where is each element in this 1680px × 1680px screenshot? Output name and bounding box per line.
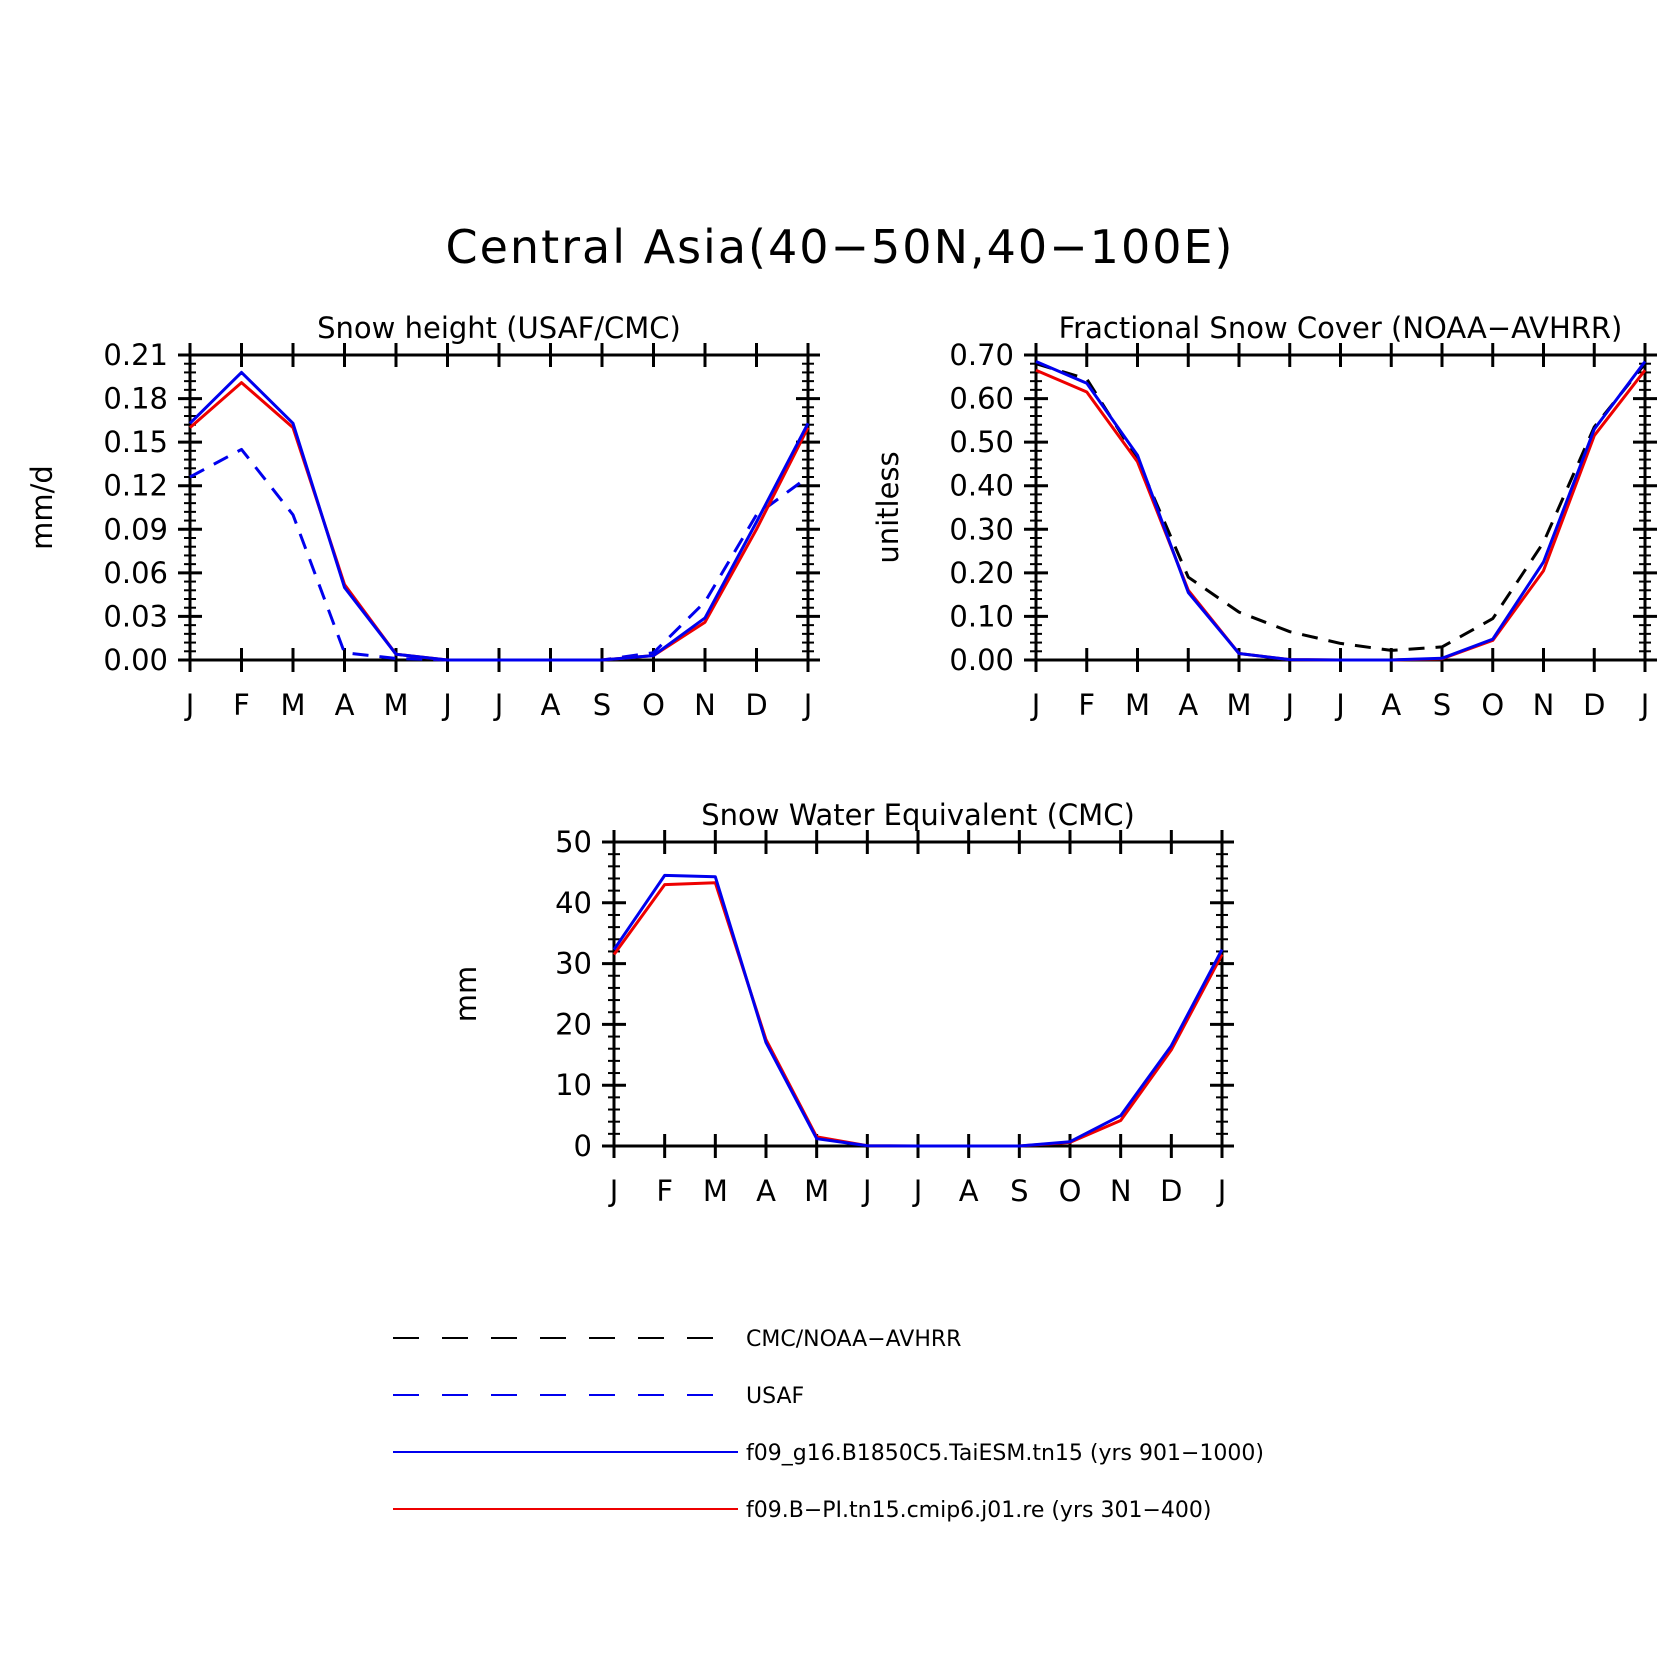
series-line-model-ee0000 — [189, 381, 810, 662]
y-axis-label: mm/d — [25, 465, 59, 550]
y-tick-label: 20 — [555, 1007, 592, 1041]
y-tick-label: 0.06 — [103, 556, 168, 590]
x-tick-label: F — [1078, 688, 1095, 722]
x-tick-label: M — [1125, 688, 1150, 722]
legend-label: f09.B−PI.tn15.cmip6.j01.re (yrs 301−400) — [746, 1498, 1211, 1523]
x-tick-label: J — [1283, 688, 1294, 722]
x-tick-label: M — [1226, 688, 1251, 722]
x-tick-label: A — [756, 1174, 776, 1208]
y-tick-label: 0.30 — [949, 512, 1014, 546]
x-tick-label: J — [1216, 1174, 1227, 1208]
plot-frame — [1034, 353, 1647, 662]
figure-title: Central Asia(40−50N,40−100E) — [445, 220, 1235, 274]
x-tick-label: A — [541, 688, 561, 722]
series-line-model-0000ee — [188, 370, 810, 662]
legend-label: CMC/NOAA−AVHRR — [746, 1327, 961, 1352]
legend: CMC/NOAA−AVHRR USAF f09_g16.B1850C5.TaiESM… — [393, 1327, 1264, 1523]
x-tick-label: F — [233, 688, 250, 722]
x-tick-label: N — [1533, 688, 1555, 722]
y-tick-label: 0.00 — [949, 643, 1014, 677]
x-tick-label: S — [1433, 688, 1451, 722]
x-tick-label: J — [1030, 688, 1041, 722]
y-tick-label: 40 — [555, 886, 592, 920]
panel-title: Snow Water Equivalent (CMC) — [701, 798, 1135, 832]
y-tick-label: 0.70 — [949, 338, 1014, 372]
x-tick-label: J — [861, 1174, 872, 1208]
x-tick-label: A — [1381, 688, 1401, 722]
y-tick-label: 0.40 — [949, 469, 1014, 503]
series-line-model-0000ee — [612, 873, 1224, 1148]
x-tick-label: S — [1010, 1174, 1028, 1208]
panel-title: Fractional Snow Cover (NOAA−AVHRR) — [1059, 311, 1623, 345]
x-tick-label: F — [656, 1174, 673, 1208]
x-tick-label: S — [593, 688, 611, 722]
x-tick-label: O — [642, 688, 665, 722]
x-tick-label: J — [912, 1174, 923, 1208]
y-tick-label: 0.09 — [103, 512, 168, 546]
series-line-model-ee0000 — [1035, 368, 1647, 662]
series-line-obs-0000ee — [189, 447, 809, 662]
legend-label: USAF — [746, 1384, 804, 1409]
y-tick-label: 0.21 — [103, 338, 168, 372]
x-tick-label: D — [1583, 688, 1605, 722]
y-tick-label: 0.15 — [103, 425, 168, 459]
series-line-model-0000ee — [1035, 360, 1647, 662]
y-tick-label: 30 — [555, 947, 592, 981]
y-tick-label: 0.20 — [949, 556, 1014, 590]
panel-title: Snow height (USAF/CMC) — [317, 311, 681, 345]
panel-snow-water-equivalent: Snow Water Equivalent (CMC) mm 0 10 20 30 40 50… — [449, 798, 1234, 1208]
x-tick-label: A — [335, 688, 355, 722]
series-line-obs-000000 — [1035, 362, 1647, 652]
x-tick-label: M — [804, 1174, 829, 1208]
y-tick-label: 0.60 — [949, 382, 1014, 416]
x-tick-label: J — [184, 688, 195, 722]
x-tick-label: M — [383, 688, 408, 722]
y-tick-label: 0.50 — [949, 425, 1014, 459]
x-tick-label: M — [280, 688, 305, 722]
x-tick-label: M — [703, 1174, 728, 1208]
y-axis-label: mm — [449, 966, 483, 1023]
plot-frame — [188, 353, 810, 662]
series-line-model-ee0000 — [612, 881, 1224, 1148]
y-tick-label: 0.12 — [103, 469, 168, 503]
x-tick-label: J — [802, 688, 813, 722]
y-tick-label: 10 — [555, 1068, 592, 1102]
panel-fractional-snow-cover: Fractional Snow Cover (NOAA−AVHRR) unitle… — [871, 311, 1657, 722]
y-tick-label: 0.00 — [103, 643, 168, 677]
x-tick-label: J — [441, 688, 452, 722]
y-tick-label: 0.18 — [103, 382, 168, 416]
y-tick-label: 0.10 — [949, 599, 1014, 633]
x-tick-label: N — [694, 688, 716, 722]
x-tick-label: D — [745, 688, 767, 722]
x-tick-label: N — [1110, 1174, 1132, 1208]
x-tick-label: A — [959, 1174, 979, 1208]
x-tick-label: J — [1334, 688, 1345, 722]
x-tick-label: A — [1178, 688, 1198, 722]
x-tick-label: J — [608, 1174, 619, 1208]
y-tick-label: 0.03 — [103, 599, 168, 633]
x-tick-label: J — [1639, 688, 1650, 722]
x-tick-label: J — [493, 688, 504, 722]
x-tick-label: O — [1481, 688, 1504, 722]
x-tick-label: D — [1160, 1174, 1182, 1208]
y-tick-label: 0 — [574, 1129, 592, 1163]
panel-snow-height: Snow height (USAF/CMC) mm/d 0.00 0.03 0.06 0.… — [25, 311, 820, 722]
x-tick-label: O — [1059, 1174, 1082, 1208]
legend-label: f09_g16.B1850C5.TaiESM.tn15 (yrs 901−100… — [746, 1441, 1264, 1466]
y-tick-label: 50 — [555, 825, 592, 859]
y-axis-label: unitless — [871, 451, 905, 563]
